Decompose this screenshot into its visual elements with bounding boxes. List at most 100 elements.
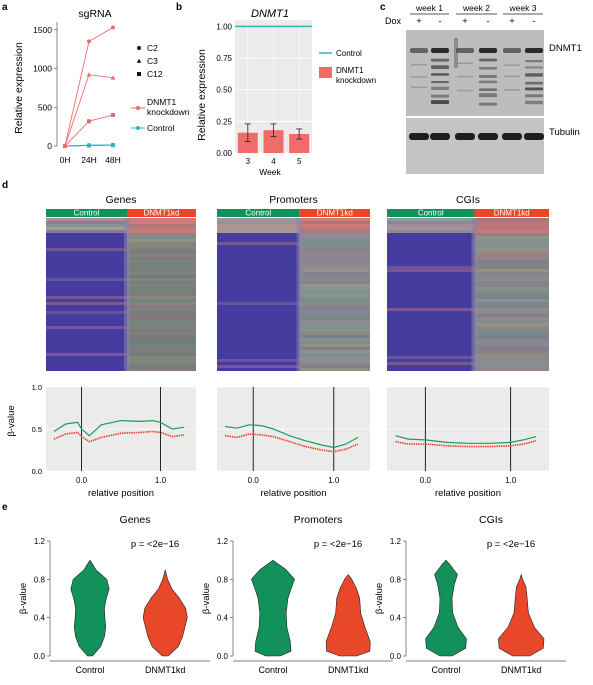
d-xtick-label: 0.0 (248, 476, 260, 485)
violin-xtick-label: Control (75, 665, 104, 675)
tubulin-band (478, 133, 498, 140)
blot-band (525, 94, 543, 98)
d-ytick-label: 1.0 (32, 383, 42, 392)
lane-sign: + (416, 16, 422, 27)
a-ytick-label: 1500 (33, 25, 52, 35)
lane-sign: - (532, 16, 535, 27)
heatmap-kd-strip (299, 209, 370, 217)
panel-a-title: sgRNA (78, 8, 111, 20)
a-legend-kd-label-2: knockdown (147, 107, 190, 117)
violin-kd (142, 569, 188, 657)
panel-c: Dox week 1 week 2 week 3 + - + - + - DNMT1 Tubul… (385, 3, 582, 174)
blot-band (431, 80, 449, 84)
blot-band (479, 58, 497, 62)
heatmap-kd-label: DNMT1kd (317, 209, 353, 218)
blot-band (479, 48, 497, 53)
blot-band (525, 81, 543, 85)
b-bar (263, 130, 284, 153)
blot-band (525, 66, 543, 69)
a-xtick-label: 0H (60, 155, 71, 165)
a-xtick-label: 48H (105, 155, 121, 165)
lane-sign: - (486, 16, 489, 27)
legend-label-c12: C12 (147, 69, 163, 79)
blot-band (479, 80, 497, 84)
panel-a-ylabel: Relative expression (13, 42, 25, 134)
heatmap-title-promoters: Promoters (269, 194, 317, 206)
heatmap-control-strip (217, 209, 300, 217)
blot-band (456, 48, 474, 53)
blot-band (411, 76, 427, 78)
a-data-point (110, 75, 116, 80)
violin-title-cgis: CGIs (479, 514, 503, 526)
blot-tubulin (406, 118, 544, 174)
tubulin-band (430, 133, 450, 140)
violin-ytick-label: 1.2 (34, 537, 46, 546)
d-xtick-label: 0.0 (76, 476, 88, 485)
b-ytick-label: 0.75 (216, 54, 232, 63)
blot-band (457, 89, 473, 92)
a-legend-kd-dot (136, 106, 140, 110)
heatmap-body (387, 218, 549, 371)
violin-pvalue: p = <2e−16 (487, 539, 535, 550)
heatmap-control-label: Control (418, 209, 444, 218)
blot-band (504, 64, 520, 66)
lane-sign: - (438, 16, 441, 27)
blot-band (431, 65, 449, 69)
heatmap-body (46, 218, 196, 371)
d-ytick-label: 0.0 (32, 467, 42, 476)
legend-marker-square (137, 72, 141, 76)
legend-label-c3: C3 (147, 56, 158, 66)
blot-band (457, 75, 473, 78)
week-label: week 3 (509, 3, 537, 13)
blot-band (479, 74, 497, 78)
a-data-point (87, 39, 91, 44)
blot-band (504, 89, 520, 91)
blot-band (479, 93, 497, 98)
panel-b-letter: b (176, 2, 182, 13)
violin-ytick-label: 1.2 (217, 537, 229, 546)
d-control-line (225, 424, 359, 449)
tubulin-band (524, 133, 544, 140)
blot-band (411, 86, 427, 88)
d-ytick-label: 0.5 (32, 425, 42, 434)
week-label: week 2 (462, 3, 490, 13)
violin-control (251, 559, 295, 657)
blot-band (525, 48, 543, 53)
violin-xtick-label: Control (431, 665, 460, 675)
blot-band (411, 63, 427, 66)
blot-label-dnmt1: DNMT1 (549, 43, 582, 54)
panel-b-title: DNMT1 (251, 8, 289, 20)
violin-ytick-label: 0.8 (34, 575, 46, 584)
panel-a-letter: a (2, 2, 8, 13)
violin-kd (325, 574, 371, 657)
d-control-line (53, 419, 185, 437)
violin-xtick-label: DNMT1kd (328, 665, 369, 675)
tubulin-band (455, 133, 475, 140)
violin-ylabel: β-value (374, 583, 385, 614)
blot-band (457, 62, 473, 64)
violin-xtick-label: DNMT1kd (145, 665, 186, 675)
violin-ylabel: β-value (201, 583, 212, 614)
a-ytick-label: 500 (38, 102, 52, 112)
blot-band (525, 73, 543, 77)
a-xtick-label: 24H (81, 155, 97, 165)
panel-d-ylabel: β-value (6, 405, 17, 436)
blot-band (479, 88, 497, 92)
d-xlabel: relative position (435, 488, 501, 499)
a-data-point (111, 25, 115, 30)
violin-ylabel: β-value (18, 583, 29, 614)
violin-ytick-label: 1.2 (390, 537, 402, 546)
heatmap-control-label: Control (245, 209, 271, 218)
violin-title-genes: Genes (120, 514, 151, 526)
dox-label: Dox (385, 16, 402, 26)
d-xlabel: relative position (88, 488, 154, 499)
heatmap-control-label: Control (74, 209, 100, 218)
violin-ytick-label: 0.4 (217, 614, 229, 623)
violin-control (70, 559, 110, 657)
blot-band (503, 48, 521, 53)
violin-ytick-label: 0.0 (34, 652, 46, 661)
b-legend-kd-swatch (319, 67, 332, 78)
a-data-point (111, 143, 115, 148)
